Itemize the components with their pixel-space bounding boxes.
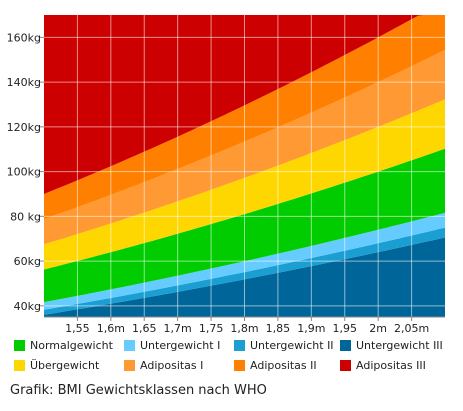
legend-label: Adipositas II <box>250 359 317 372</box>
chart-grid <box>44 15 445 317</box>
legend-label: Adipositas I <box>140 359 204 372</box>
legend-item: Übergewicht <box>14 359 99 372</box>
legend-item: Normalgewicht <box>14 339 113 352</box>
x-tick-label: 1,6m <box>97 322 125 335</box>
legend-item: Adipositas III <box>340 359 426 372</box>
y-tick-label: 160kg <box>7 31 41 44</box>
legend-swatch <box>124 360 135 371</box>
legend-swatch <box>14 340 25 351</box>
x-tick-label: 1,85 <box>266 322 291 335</box>
y-tick-label: 100kg <box>7 166 41 179</box>
legend-label: Übergewicht <box>30 359 100 372</box>
y-tick-label: 40kg <box>14 300 41 313</box>
x-tick-label: 2,05m <box>394 322 429 335</box>
legend-swatch <box>340 360 351 371</box>
legend-label: Adipositas III <box>356 359 426 372</box>
y-tick-label: 80 kg <box>10 210 41 223</box>
x-tick-label: 1,55 <box>65 322 90 335</box>
y-tick-label: 140kg <box>7 76 41 89</box>
legend-swatch <box>234 340 245 351</box>
chart-caption: Grafik: BMI Gewichtsklassen nach WHO <box>10 383 267 398</box>
legend-label: Untergewicht I <box>140 339 221 352</box>
legend-item: Adipositas II <box>234 359 317 372</box>
legend-swatch <box>124 340 135 351</box>
x-tick-label: 1,95 <box>333 322 358 335</box>
legend-item: Untergewicht II <box>234 339 334 352</box>
x-axis: 1,55 1,6m 1,65 1,7m 1,75 1,8m 1,85 1,9m 1,95 2m 2,… <box>44 316 445 335</box>
legend-swatch <box>340 340 351 351</box>
x-tick-label: 1,7m <box>164 322 192 335</box>
y-axis: 40kg 60kg 80 kg 100kg 120kg 140kg 160kg <box>7 31 44 313</box>
legend-label: Normalgewicht <box>30 339 113 352</box>
legend-item: Untergewicht I <box>124 339 220 352</box>
legend-item: Adipositas I <box>124 359 203 372</box>
x-tick-label: 1,75 <box>199 322 224 335</box>
legend-item: Untergewicht III <box>340 339 443 352</box>
x-tick-label: 1,65 <box>132 322 157 335</box>
legend-swatch <box>14 360 25 371</box>
legend-label: Untergewicht III <box>356 339 443 352</box>
y-tick-label: 60kg <box>14 255 41 268</box>
x-tick-label: 1,8m <box>230 322 258 335</box>
legend-label: Untergewicht II <box>250 339 334 352</box>
legend-swatch <box>234 360 245 371</box>
y-tick-label: 120kg <box>7 121 41 134</box>
x-tick-label: 2m <box>369 322 387 335</box>
x-tick-label: 1,9m <box>297 322 325 335</box>
